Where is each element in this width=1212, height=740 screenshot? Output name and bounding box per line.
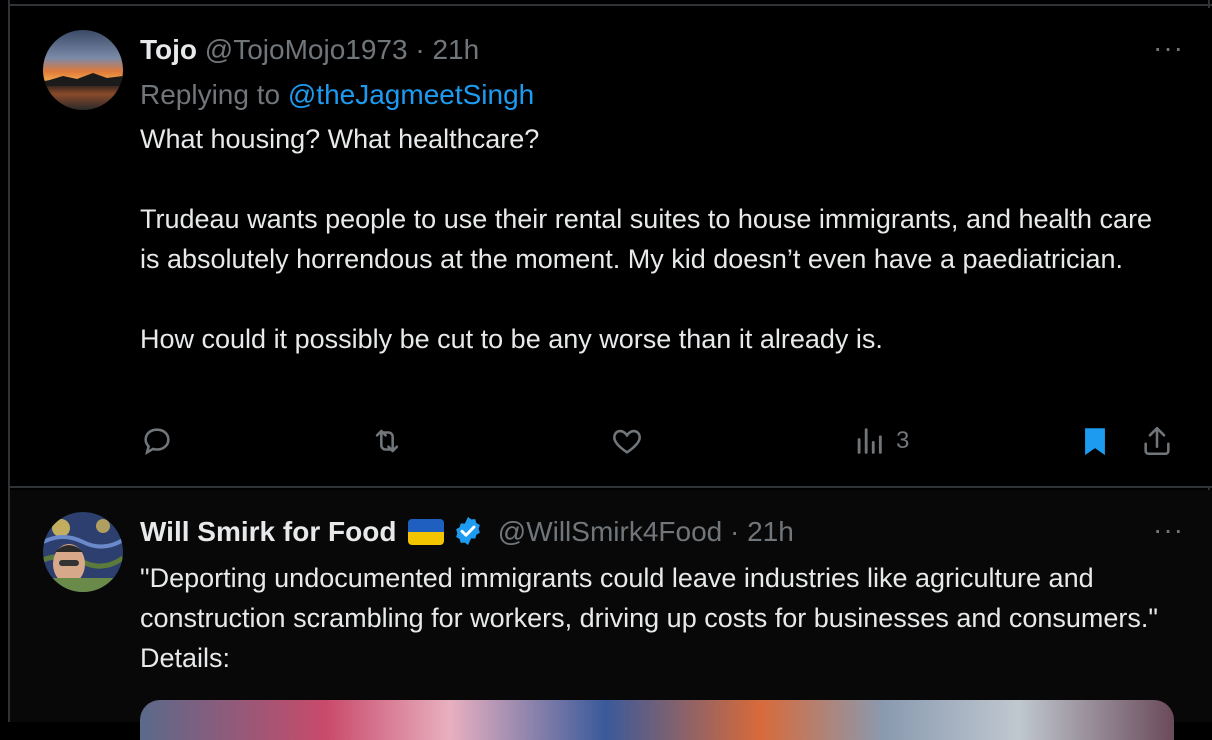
timestamp[interactable]: 21h bbox=[432, 34, 480, 65]
display-name[interactable]: Will Smirk for Food bbox=[140, 516, 397, 547]
like-button[interactable] bbox=[610, 424, 644, 458]
tweet-paragraph: "Deporting undocumented immigrants could… bbox=[140, 563, 1159, 673]
views-icon bbox=[857, 428, 882, 454]
avatar-willsmirk[interactable] bbox=[43, 512, 123, 592]
tweet-text: What housing? What healthcare? Trudeau w… bbox=[140, 119, 1170, 359]
tweet-tojo[interactable]: Tojo @TojoMojo1973 · 21h ··· Replying to… bbox=[10, 8, 1212, 486]
user-handle[interactable]: @WillSmirk4Food bbox=[497, 516, 723, 547]
retweet-icon bbox=[375, 429, 399, 453]
ukraine-flag-icon bbox=[408, 519, 445, 545]
like-icon bbox=[613, 429, 641, 454]
dot-separator: · bbox=[415, 34, 425, 65]
share-icon bbox=[1144, 426, 1170, 456]
avatar-tojo[interactable] bbox=[43, 30, 123, 110]
share-button[interactable] bbox=[1140, 424, 1174, 458]
bookmark-button[interactable] bbox=[1078, 424, 1112, 458]
views-button[interactable]: 3 bbox=[852, 424, 909, 458]
verified-icon[interactable] bbox=[452, 515, 484, 547]
dot-separator: · bbox=[730, 516, 740, 547]
views-count: 3 bbox=[896, 427, 910, 454]
left-border bbox=[8, 0, 10, 722]
action-bar: 3 bbox=[140, 424, 1182, 464]
tweet-paragraph: Trudeau wants people to use their rental… bbox=[140, 204, 1153, 274]
display-name[interactable]: Tojo bbox=[140, 34, 198, 65]
tweet-text: "Deporting undocumented immigrants could… bbox=[140, 558, 1170, 678]
mention-link[interactable]: @theJagmeetSingh bbox=[287, 79, 535, 110]
retweet-button[interactable] bbox=[370, 424, 404, 458]
tweet-divider bbox=[10, 486, 1212, 488]
replying-to: Replying to @theJagmeetSingh bbox=[140, 77, 534, 113]
tweet-paragraph: What housing? What healthcare? bbox=[140, 124, 540, 154]
tweet-paragraph: How could it possibly be cut to be any w… bbox=[140, 324, 883, 354]
timestamp[interactable]: 21h bbox=[747, 516, 794, 547]
top-divider bbox=[10, 4, 1212, 6]
reply-icon bbox=[144, 428, 170, 455]
reply-button[interactable] bbox=[140, 424, 174, 458]
tweet-header: Tojo @TojoMojo1973 · 21h bbox=[140, 32, 479, 68]
media-preview[interactable] bbox=[140, 700, 1174, 740]
more-options-button[interactable]: ··· bbox=[1153, 32, 1184, 63]
tweet-header: Will Smirk for Food @WillSmirk4Food · 21… bbox=[140, 514, 794, 550]
user-handle[interactable]: @TojoMojo1973 bbox=[204, 34, 408, 65]
more-options-button[interactable]: ··· bbox=[1153, 514, 1184, 545]
tweet-willsmirk[interactable]: Will Smirk for Food @WillSmirk4Food · 21… bbox=[10, 490, 1212, 740]
replying-to-label: Replying to bbox=[140, 79, 281, 110]
bookmark-icon bbox=[1085, 428, 1105, 456]
